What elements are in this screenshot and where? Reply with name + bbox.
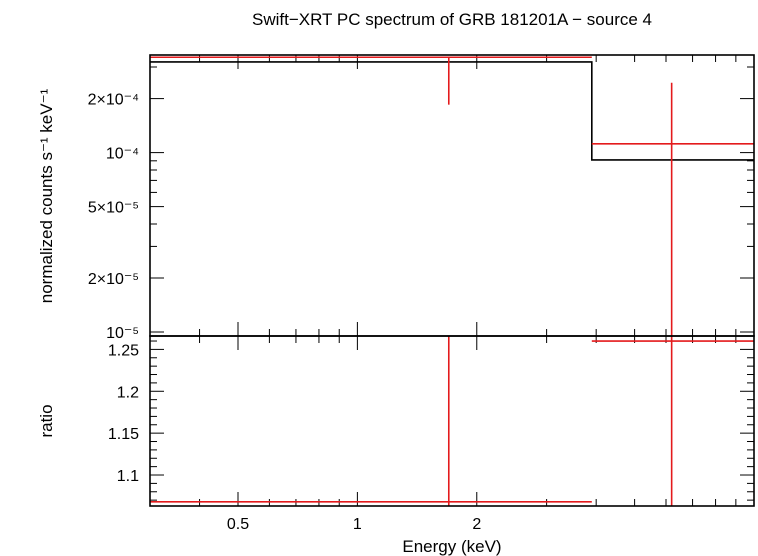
y-tick-label: 1.15	[108, 426, 139, 443]
top-y-axis-label: normalized counts s⁻¹ keV⁻¹	[37, 88, 56, 303]
y-tick-label: 10⁻⁴	[106, 146, 139, 163]
y-tick-label: 2×10⁻⁴	[88, 92, 139, 109]
model-step-line	[150, 61, 754, 161]
y-tick-label: 1.2	[117, 384, 139, 401]
y-tick-label: 10⁻⁵	[106, 325, 139, 342]
y-tick-label: 2×10⁻⁵	[88, 271, 139, 288]
x-axis-label: Energy (keV)	[402, 537, 501, 556]
spectrum-panel-frame	[149, 54, 755, 337]
x-tick-label: 0.5	[227, 516, 249, 533]
y-tick-label: 1.1	[117, 468, 139, 485]
x-tick-label: 1	[353, 516, 362, 533]
y-tick-label: 1.25	[108, 342, 139, 359]
chart-title: Swift−XRT PC spectrum of GRB 181201A − s…	[252, 10, 652, 29]
ratio-panel-frame	[149, 335, 755, 507]
bottom-y-axis-label: ratio	[37, 404, 56, 437]
x-tick-label: 2	[472, 516, 481, 533]
y-tick-label: 5×10⁻⁵	[88, 200, 139, 217]
